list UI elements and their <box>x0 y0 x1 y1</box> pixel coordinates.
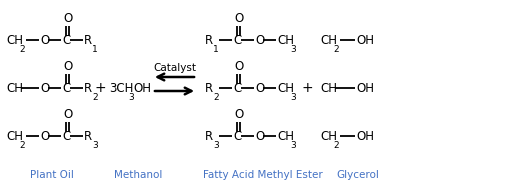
Text: O: O <box>255 82 264 95</box>
Text: O: O <box>63 11 72 24</box>
Text: O: O <box>234 108 243 121</box>
Text: OH: OH <box>356 82 374 95</box>
Text: OH: OH <box>356 130 374 143</box>
Text: CH: CH <box>320 130 337 143</box>
Text: 2: 2 <box>19 45 24 54</box>
Text: R: R <box>84 33 92 46</box>
Text: Catalyst: Catalyst <box>153 63 196 73</box>
Text: O: O <box>255 33 264 46</box>
Text: 2: 2 <box>213 92 218 102</box>
Text: +: + <box>301 81 313 95</box>
Text: O: O <box>63 59 72 73</box>
Text: 2: 2 <box>333 45 339 54</box>
Text: Methanol: Methanol <box>114 170 162 180</box>
Text: C: C <box>233 33 241 46</box>
Text: O: O <box>234 11 243 24</box>
Text: 3: 3 <box>128 92 134 102</box>
Text: CH: CH <box>6 33 23 46</box>
Text: 2: 2 <box>19 140 24 149</box>
Text: C: C <box>62 33 70 46</box>
Text: Fatty Acid Methyl Ester: Fatty Acid Methyl Ester <box>203 170 323 180</box>
Text: O: O <box>40 33 49 46</box>
Text: O: O <box>40 82 49 95</box>
Text: CH: CH <box>320 82 337 95</box>
Text: CH: CH <box>6 130 23 143</box>
Text: 3: 3 <box>213 140 219 149</box>
Text: CH: CH <box>277 82 294 95</box>
Text: R: R <box>205 33 213 46</box>
Text: 1: 1 <box>213 45 219 54</box>
Text: R: R <box>205 130 213 143</box>
Text: O: O <box>255 130 264 143</box>
Text: O: O <box>234 59 243 73</box>
Text: 3: 3 <box>92 140 98 149</box>
Text: OH: OH <box>356 33 374 46</box>
Text: R: R <box>205 82 213 95</box>
Text: Glycerol: Glycerol <box>337 170 379 180</box>
Text: OH: OH <box>133 82 151 95</box>
Text: C: C <box>233 82 241 95</box>
Text: CH: CH <box>6 82 23 95</box>
Text: R: R <box>84 130 92 143</box>
Text: CH: CH <box>277 130 294 143</box>
Text: Plant Oil: Plant Oil <box>30 170 74 180</box>
Text: +: + <box>94 81 106 95</box>
Text: 2: 2 <box>333 140 339 149</box>
Text: 3: 3 <box>290 92 296 102</box>
Text: 3: 3 <box>290 140 296 149</box>
Text: R: R <box>84 82 92 95</box>
Text: 2: 2 <box>92 92 98 102</box>
Text: C: C <box>62 82 70 95</box>
Text: 1: 1 <box>92 45 98 54</box>
Text: O: O <box>40 130 49 143</box>
Text: C: C <box>62 130 70 143</box>
Text: 3CH: 3CH <box>109 82 134 95</box>
Text: C: C <box>233 130 241 143</box>
Text: 3: 3 <box>290 45 296 54</box>
Text: CH: CH <box>320 33 337 46</box>
Text: CH: CH <box>277 33 294 46</box>
Text: O: O <box>63 108 72 121</box>
